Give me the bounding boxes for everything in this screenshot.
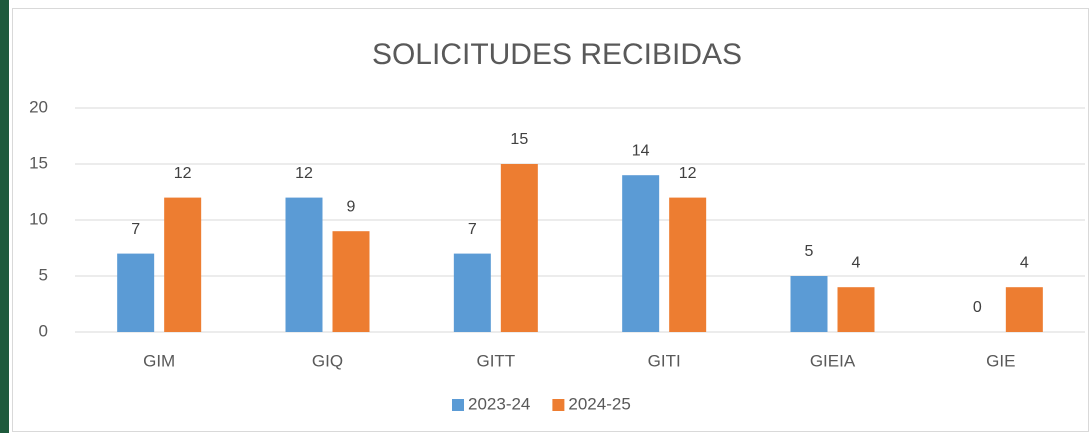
x-tick-label: GIE — [986, 351, 1015, 370]
y-tick-label: 0 — [39, 321, 48, 340]
legend-swatch — [452, 399, 464, 411]
side-strip — [0, 0, 9, 433]
data-label: 12 — [295, 165, 313, 182]
data-label: 12 — [174, 165, 192, 182]
y-tick-label: 20 — [29, 97, 48, 116]
x-tick-label: GIQ — [312, 351, 343, 370]
bar — [669, 197, 707, 332]
legend-swatch — [552, 399, 565, 411]
data-label: 4 — [852, 254, 861, 271]
bar — [332, 231, 370, 332]
data-label: 7 — [468, 221, 477, 238]
data-label: 7 — [131, 221, 140, 238]
legend-label: 2023-24 — [468, 394, 530, 413]
legend-label: 2024-25 — [568, 394, 630, 413]
data-label: 14 — [632, 142, 650, 159]
bar — [1005, 287, 1043, 332]
bar — [500, 164, 538, 332]
y-tick-label: 10 — [29, 209, 48, 228]
y-tick-label: 15 — [29, 153, 48, 172]
chart-title: SOLICITUDES RECIBIDAS — [372, 38, 742, 71]
x-tick-label: GITT — [476, 351, 515, 370]
bar — [164, 197, 202, 332]
x-tick-label: GIM — [143, 351, 175, 370]
bar — [622, 175, 660, 332]
data-label: 15 — [510, 131, 528, 148]
bar — [790, 276, 828, 332]
x-tick-label: GITI — [648, 351, 681, 370]
data-label: 4 — [1020, 254, 1029, 271]
bar — [837, 287, 875, 332]
bar — [285, 197, 323, 332]
y-tick-label: 5 — [39, 265, 48, 284]
data-label: 9 — [347, 198, 356, 215]
bar — [117, 253, 155, 332]
bar — [453, 253, 491, 332]
data-label: 5 — [805, 243, 814, 260]
data-label: 12 — [679, 165, 697, 182]
x-tick-label: GIEIA — [810, 351, 856, 370]
data-label: 0 — [973, 299, 982, 316]
